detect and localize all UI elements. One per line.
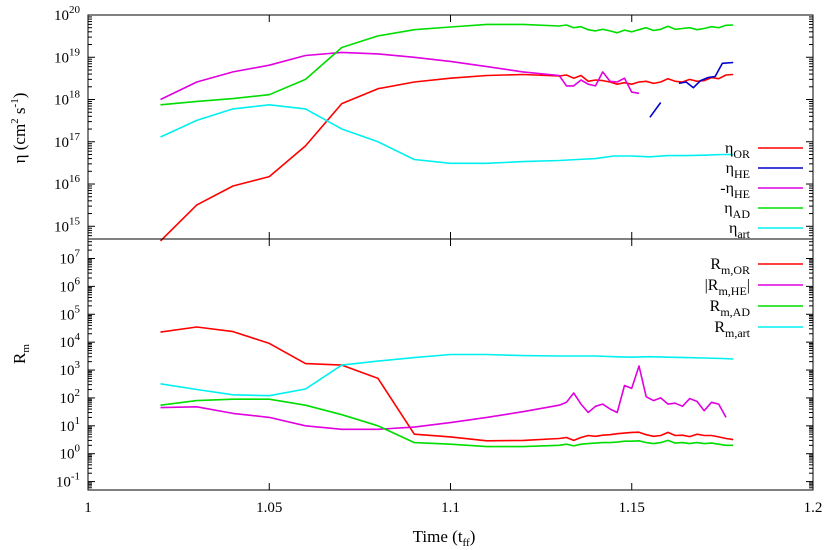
rm-legend-label-rm-ad: Rm,AD <box>710 298 751 319</box>
eta-y-tick-label: 1019 <box>54 46 81 66</box>
rm-legend-label-rm-or: Rm,OR <box>710 256 750 277</box>
rm-series-rm-ad <box>160 398 734 448</box>
x-tick-label: 1.2 <box>804 500 823 516</box>
rm-y-tick-label: 104 <box>60 331 81 351</box>
rm-y-axis-label: Rm <box>10 344 32 364</box>
eta-y-tick-label: 1017 <box>54 131 81 151</box>
rm-y-tick-label: 100 <box>60 443 81 463</box>
x-tick-label: 1.1 <box>441 500 460 516</box>
rm-series-rm-he <box>160 365 727 431</box>
eta-y-tick-label: 1020 <box>54 4 81 24</box>
rm-series-rm-art <box>160 353 734 397</box>
rm-y-tick-label: 105 <box>60 303 81 323</box>
eta-y-tick-label: 1018 <box>54 89 81 109</box>
rm-legend-label-rm-art: Rm,art <box>714 319 750 340</box>
rm-series-rm-or <box>160 326 734 442</box>
eta-y-tick-label: 1016 <box>54 173 81 193</box>
eta-y-tick-label: 1015 <box>54 215 81 235</box>
rm-legend-label-rm-he: |Rm,HE| <box>705 277 750 298</box>
eta-legend-label-he: -ηHE <box>720 180 750 201</box>
rm-y-tick-label: 107 <box>60 247 81 267</box>
eta-legend-label-art: ηart <box>729 220 751 241</box>
rm-chart: 1 1.05 1.1 1.15 1.2 10-1 100 101 102 103 104 105 106… <box>56 238 823 516</box>
rm-y-tick-label: 101 <box>60 415 81 435</box>
eta-series-he <box>649 102 662 118</box>
eta-y-axis-label: η (cm2 s-1) <box>9 93 29 164</box>
rm-y-tick-label: 103 <box>60 359 81 379</box>
rm-y-tick-label: 10-1 <box>56 471 80 491</box>
eta-chart: 1015 1016 1017 1018 1019 1020 ηORηHE-ηHEηADηar… <box>54 4 814 242</box>
eta-legend-label-ad: ηAD <box>724 200 750 221</box>
x-axis-label: Time (tff) <box>413 527 476 549</box>
rm-y-tick-label: 102 <box>60 387 81 407</box>
x-tick-label: 1 <box>84 500 92 516</box>
eta-series-art <box>160 104 734 165</box>
rm-y-tick-label: 106 <box>60 275 81 295</box>
eta-legend-label-or: ηOR <box>725 140 750 161</box>
eta-series-ad <box>160 23 734 106</box>
eta-series-he <box>160 51 640 101</box>
x-tick-label: 1.05 <box>256 500 282 516</box>
eta-legend-label-he: ηHE <box>726 160 750 181</box>
eta-series-he <box>678 61 734 89</box>
eta-series-or <box>159 73 734 242</box>
x-tick-label: 1.15 <box>619 500 645 516</box>
